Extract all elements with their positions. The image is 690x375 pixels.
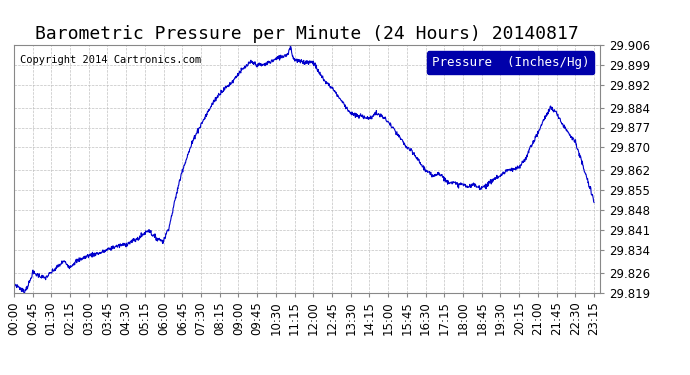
Text: Copyright 2014 Cartronics.com: Copyright 2014 Cartronics.com: [19, 55, 201, 65]
Title: Barometric Pressure per Minute (24 Hours) 20140817: Barometric Pressure per Minute (24 Hours…: [35, 26, 579, 44]
Legend: Pressure  (Inches/Hg): Pressure (Inches/Hg): [426, 51, 594, 74]
